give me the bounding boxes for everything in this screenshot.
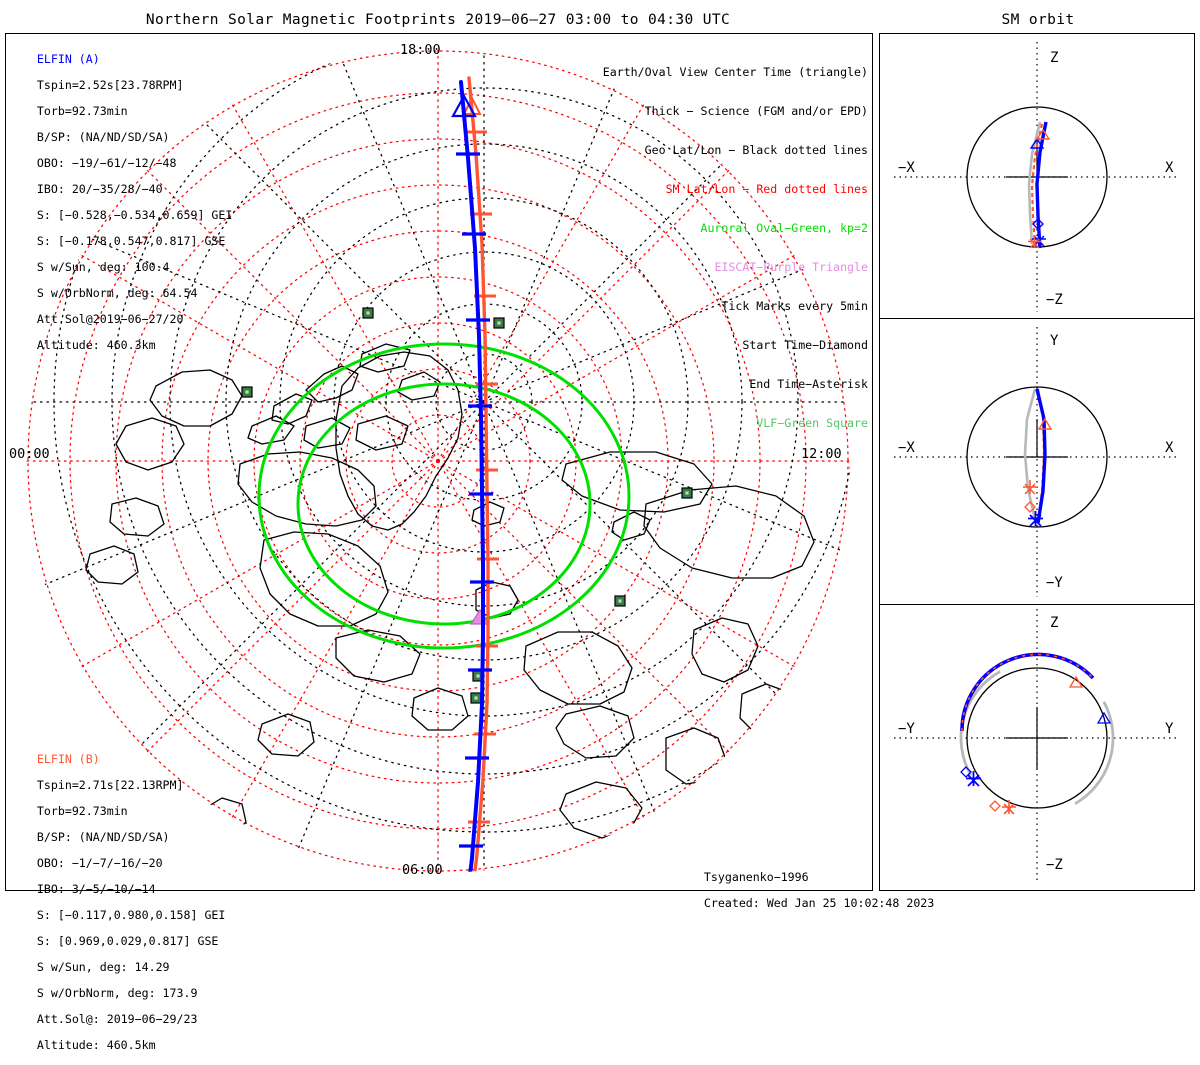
legend-item-3: SM Lat/Lon − Red dotted lines — [665, 182, 868, 196]
svg-text:−X: −X — [898, 160, 915, 176]
legend-item-9: VLF−Green Square — [756, 416, 868, 430]
elfin-a-line-5: S: [−0.528,−0.534,0.659] GEI — [36, 208, 233, 222]
legend-item-6: Tick Marks every 5min — [721, 299, 868, 313]
legend-item-8: End Time−Asterisk — [749, 377, 868, 391]
legend-item-7: Start Time−Diamond — [742, 338, 868, 352]
elfin-b-line-9: Att.Sol@: 2019−06−29/23 — [36, 1012, 198, 1026]
plot-canvas: Northern Solar Magnetic Footprints 2019–… — [5, 12, 1195, 1052]
sm-orbit-panel-xz: Z −Z X −X Z — [880, 34, 1194, 320]
elfin-a-name: ELFIN (A) — [36, 52, 100, 66]
legend-item-2: Geo Lat/Lon − Black dotted lines — [644, 143, 868, 157]
svg-text:Z: Z — [1050, 50, 1058, 66]
elfin-a-line-4: IBO: 20/−35/28/−40 — [36, 182, 163, 196]
svg-text:−Z: −Z — [1046, 857, 1063, 873]
svg-text:Z: Z — [1050, 615, 1058, 631]
legend-item-0: Earth/Oval View Center Time (triangle) — [602, 65, 868, 79]
elfin-b-line-7: S w/Sun, deg: 14.29 — [36, 960, 170, 974]
svg-text:−Y: −Y — [1046, 575, 1063, 591]
footer-block: Tsyganenko−1996 Created: Wed Jan 25 10:0… — [676, 858, 934, 923]
elfin-a-line-1: Torb=92.73min — [36, 104, 128, 118]
sm-orbit-panel-yz: Z −Z Y −Y — [880, 605, 1194, 890]
elfin-a-line-9: Att.Sol@2019−06−27/20 — [36, 312, 184, 326]
elfin-a-line-8: S w/OrbNorm, deg: 64.54 — [36, 286, 198, 300]
elfin-b-line-2: B/SP: (NA/ND/SD/SA) — [36, 830, 170, 844]
svg-text:Y: Y — [1050, 333, 1059, 349]
svg-text:−Z: −Z — [1046, 292, 1063, 308]
elfin-a-line-7: S w/Sun, deg: 100.4 — [36, 260, 170, 274]
mlt-label-left: 00:00 — [9, 446, 50, 462]
mlt-label-top: 18:00 — [400, 42, 441, 58]
elfin-a-line-2: B/SP: (NA/ND/SD/SA) — [36, 130, 170, 144]
elfin-b-line-5: S: [−0.117,0.980,0.158] GEI — [36, 908, 226, 922]
eiscat-marker — [469, 608, 491, 625]
elfin-b-line-1: Torb=92.73min — [36, 804, 128, 818]
mlt-label-bottom: 06:00 — [402, 862, 443, 878]
elfin-a-line-3: OBO: −19/−61/−12/−48 — [36, 156, 177, 170]
page-title: Northern Solar Magnetic Footprints 2019–… — [145, 12, 731, 28]
svg-text:−Y: −Y — [898, 721, 915, 737]
elfin-b-line-0: Tspin=2.71s[22.13RPM] — [36, 778, 184, 792]
view-center-triangle — [451, 93, 477, 118]
svg-text:X: X — [1165, 440, 1174, 456]
created-timestamp: Created: Wed Jan 25 10:02:48 2023 — [703, 896, 935, 910]
elfin-b-line-10: Altitude: 460.5km — [36, 1038, 156, 1052]
elfin-b-line-3: OBO: −1/−7/−16/−20 — [36, 856, 163, 870]
legend-block: Earth/Oval View Center Time (triangle) T… — [603, 40, 868, 456]
elfin-b-info-block: ELFIN (B) Tspin=2.71s[22.13RPM] Torb=92.… — [9, 740, 225, 1065]
legend-item-4: Auroral Oval−Green, kp=2 — [700, 221, 868, 235]
elfin-b-line-8: S w/OrbNorm, deg: 173.9 — [36, 986, 198, 1000]
elfin-a-line-0: Tspin=2.52s[23.78RPM] — [36, 78, 184, 92]
svg-text:−X: −X — [898, 440, 915, 456]
sm-orbit-panel-xy: Y −Y X −X — [880, 319, 1194, 605]
legend-item-1: Thick − Science (FGM and/or EPD) — [644, 104, 868, 118]
polar-map-panel: 18:00 00:00 12:00 06:00 — [5, 33, 873, 891]
elfin-b-line-6: S: [0.969,0.029,0.817] GSE — [36, 934, 219, 948]
mlt-label-right: 12:00 — [801, 446, 842, 462]
legend-item-5: EISCAT−Purple Triangle — [714, 260, 868, 274]
sm-orbit-title: SM orbit — [1001, 12, 1075, 28]
elfin-b-name: ELFIN (B) — [36, 752, 100, 766]
elfin-b-line-4: IBO: 3/−5/−10/−14 — [36, 882, 156, 896]
elfin-a-info-block: ELFIN (A) Tspin=2.52s[23.78RPM] Torb=92.… — [9, 40, 232, 365]
sm-orbit-panel-column: Z −Z X −X Z — [879, 33, 1195, 891]
model-name: Tsyganenko−1996 — [703, 870, 809, 884]
svg-text:X: X — [1165, 160, 1174, 176]
svg-text:Y: Y — [1165, 721, 1174, 737]
polar-map-graphic — [26, 49, 850, 873]
elfin-a-line-10: Altitude: 460.3km — [36, 338, 156, 352]
elfin-a-line-6: S: [−0.178,0.547,0.817] GSE — [36, 234, 226, 248]
